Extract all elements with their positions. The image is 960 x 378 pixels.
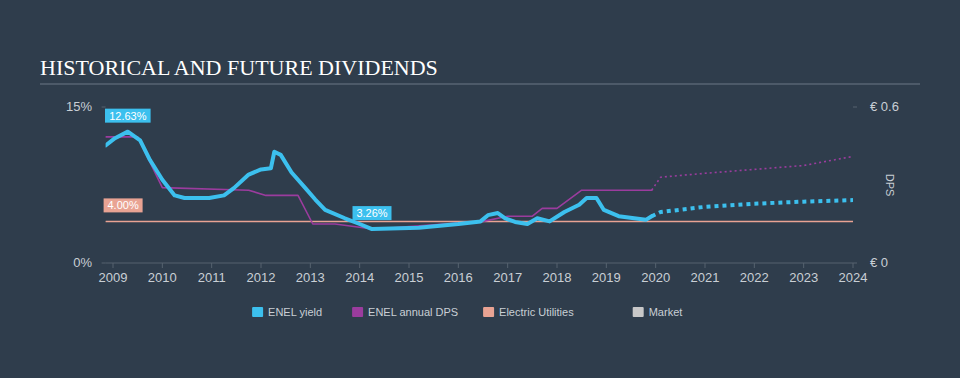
y-tick: [102, 107, 106, 108]
x-tick-label: 2011: [198, 270, 226, 285]
x-tick: [162, 263, 163, 268]
x-tick-label: 2015: [395, 270, 424, 285]
annotation: 4.00%: [107, 199, 138, 211]
x-tick: [557, 263, 558, 268]
x-tick-label: 2022: [740, 270, 769, 285]
annotation-box: [104, 198, 143, 212]
x-axis: [106, 263, 853, 264]
legend: ENEL yield ENEL annual DPS Electric Utilit…: [252, 306, 682, 318]
x-tick: [754, 263, 755, 268]
x-tick-label: 2013: [296, 270, 325, 285]
y2-tick: [853, 263, 857, 264]
x-tick-label: 2021: [691, 270, 720, 285]
x-tick-label: 2020: [641, 270, 670, 285]
chart: HISTORICAL AND FUTURE DIVIDENDS 0% 15% € 0 €…: [0, 0, 960, 378]
background: [0, 0, 960, 378]
legend-label: Market: [649, 306, 683, 318]
x-tick-label: 2014: [345, 270, 374, 285]
annotation: 12.63%: [109, 110, 147, 122]
x-tick-label: 2018: [543, 270, 572, 285]
legend-label: ENEL yield: [268, 306, 322, 318]
series-line: [652, 200, 853, 216]
legend-label: Electric Utilities: [499, 306, 574, 318]
x-tick: [261, 263, 262, 268]
series-line: [652, 156, 853, 190]
y-tick: [102, 263, 106, 264]
x-tick: [211, 263, 212, 268]
x-tick-label: 2023: [789, 270, 818, 285]
x-tick: [705, 263, 706, 268]
x-tick: [458, 263, 459, 268]
x-tick-label: 2017: [493, 270, 522, 285]
x-tick: [113, 263, 114, 268]
x-tick-label: 2009: [99, 270, 128, 285]
y2-axis-label: DPS: [884, 174, 896, 197]
x-tick: [359, 263, 360, 268]
x-tick: [803, 263, 804, 268]
annotation-box: [105, 109, 151, 123]
title-rule: [40, 84, 920, 85]
y-tick-label: 0%: [73, 255, 92, 270]
x-tick: [310, 263, 311, 268]
x-tick: [606, 263, 607, 268]
y2-tick-label: € 0: [870, 255, 888, 270]
x-tick-label: 2019: [592, 270, 621, 285]
y2-tick-label: € 0.6: [870, 99, 899, 114]
legend-swatch: [483, 307, 494, 317]
series-line: [106, 137, 652, 229]
y-tick-label: 15%: [66, 99, 92, 114]
x-tick: [507, 263, 508, 268]
x-tick-label: 2024: [839, 270, 868, 285]
annotation: 3.26%: [356, 207, 387, 219]
plot-area: [106, 132, 853, 230]
y2-tick: [853, 107, 857, 108]
x-tick: [409, 263, 410, 268]
legend-label: ENEL annual DPS: [368, 306, 458, 318]
series-line: [106, 132, 652, 229]
legend-swatch: [352, 307, 363, 317]
x-tick: [655, 263, 656, 268]
legend-swatch: [633, 307, 644, 317]
title: HISTORICAL AND FUTURE DIVIDENDS: [40, 55, 438, 80]
annotation-box: [353, 206, 392, 220]
x-tick-label: 2010: [148, 270, 177, 285]
x-tick-label: 2016: [444, 270, 473, 285]
legend-swatch: [252, 307, 263, 317]
x-tick-label: 2012: [247, 270, 276, 285]
x-tick: [853, 263, 854, 268]
